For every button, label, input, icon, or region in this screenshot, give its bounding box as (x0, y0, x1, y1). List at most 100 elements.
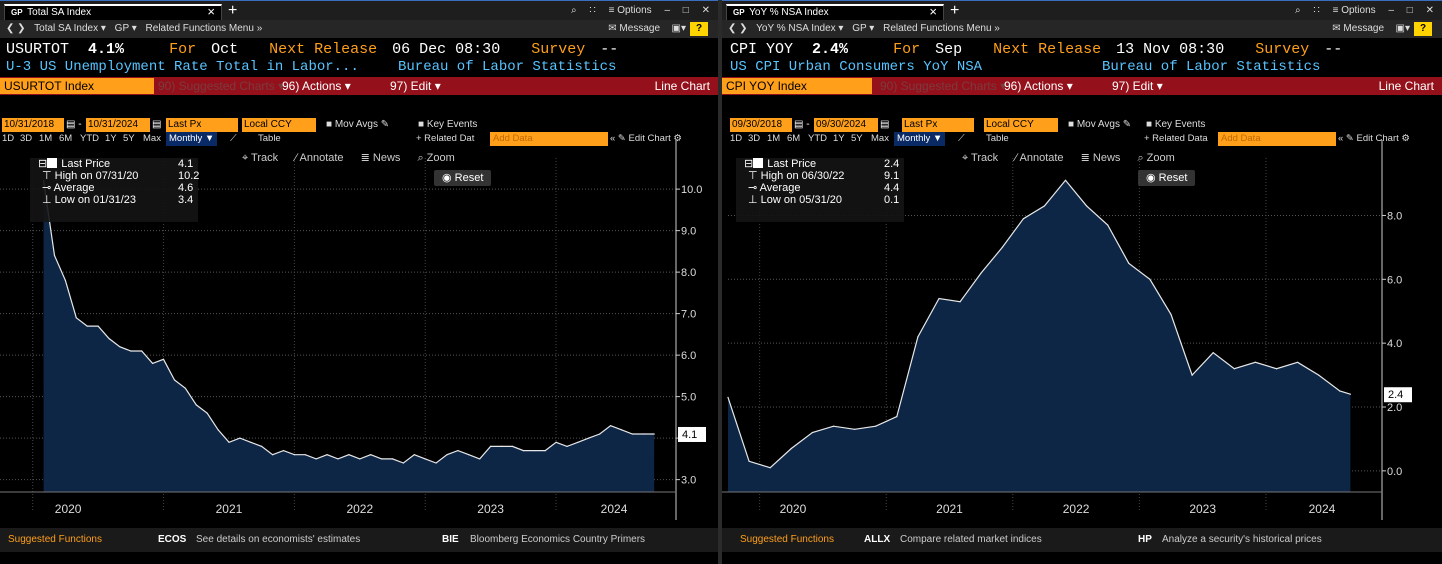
chart-style-icon[interactable]: ⟋ (958, 133, 965, 144)
period-1m[interactable]: 1M (767, 133, 781, 144)
table-toggle[interactable]: Table (986, 133, 1009, 144)
edit-menu[interactable]: 97) Edit ▾ (1112, 79, 1163, 93)
frequency-select[interactable]: Monthly ▼ (166, 132, 218, 146)
function-code-ecos[interactable]: ECOS (158, 534, 187, 545)
related-data-button[interactable]: + Related Data (1144, 133, 1208, 144)
tab-close-icon[interactable]: × (929, 4, 937, 19)
maximize-icon[interactable]: □ (1406, 5, 1413, 16)
close-icon[interactable]: ✕ (1425, 5, 1434, 16)
start-date-input[interactable]: 09/30/2018 (730, 118, 792, 132)
grid-icon[interactable]: ∷ (589, 5, 596, 16)
options-button[interactable]: ≡ Options (1332, 5, 1376, 16)
monitor-icon[interactable]: ▣▾ (1395, 23, 1410, 34)
annotate-tool[interactable]: ∕ Annotate (1015, 152, 1064, 164)
news-tool[interactable]: ≣ News (360, 152, 401, 164)
function-code-hp[interactable]: HP (1138, 534, 1152, 545)
monitor-icon[interactable]: ▣▾ (671, 23, 686, 34)
news-tool[interactable]: ≣ News (1080, 152, 1121, 164)
track-tool[interactable]: ⌖ Track (962, 152, 999, 164)
suggested-charts-menu[interactable]: 90) Suggested Charts ▾ (158, 79, 285, 93)
function-desc[interactable]: Analyze a security's historical prices (1162, 534, 1322, 545)
edit-menu[interactable]: 97) Edit ▾ (390, 79, 441, 93)
period-ytd[interactable]: YTD (808, 133, 827, 144)
edit-chart-button[interactable]: « ✎ Edit Chart ⚙ (1338, 133, 1410, 144)
tab-total-sa-index[interactable]: GP Total SA Index × (4, 4, 222, 21)
chart-style-icon[interactable]: ⟋ (230, 133, 237, 144)
field-select[interactable]: Last Px (166, 118, 238, 132)
function-code-allx[interactable]: ALLX (864, 534, 891, 545)
function-desc[interactable]: See details on economists' estimates (196, 534, 361, 545)
calendar-icon[interactable]: ▤ (880, 119, 890, 130)
period-1y[interactable]: 1Y (105, 133, 117, 144)
calendar-icon[interactable]: ▤ - (794, 119, 810, 130)
grid-icon[interactable]: ∷ (1313, 5, 1320, 16)
new-tab-icon[interactable]: + (950, 2, 960, 19)
calendar-icon[interactable]: ▤ (152, 119, 162, 130)
related-data-button[interactable]: + Related Dat (416, 133, 475, 144)
function-desc[interactable]: Bloomberg Economics Country Primers (470, 534, 646, 545)
mov-avgs-toggle[interactable]: ■ Mov Avgs ✎ (1068, 119, 1132, 130)
message-button[interactable]: ✉ Message (608, 23, 660, 34)
period-3d[interactable]: 3D (20, 133, 33, 144)
currency-select[interactable]: Local CCY (242, 118, 316, 132)
calendar-icon[interactable]: ▤ - (66, 119, 82, 130)
add-data-input[interactable]: Add Data (490, 132, 608, 146)
message-button[interactable]: ✉ Message (1332, 23, 1384, 34)
back-icon[interactable]: ❮ ❯ (6, 23, 26, 34)
nav-gp-menu[interactable]: GP ▾ (114, 23, 137, 34)
nav-related-functions[interactable]: Related Functions Menu » (145, 23, 263, 34)
mov-avgs-toggle[interactable]: ■ Mov Avgs ✎ (326, 119, 390, 130)
reset-button[interactable]: ◉ Reset (1138, 170, 1196, 186)
tab-yoy-nsa-index[interactable]: GP YoY % NSA Index × (726, 4, 944, 21)
annotate-tool[interactable]: ∕ Annotate (295, 152, 344, 164)
field-select[interactable]: Last Px (902, 118, 974, 132)
period-1y[interactable]: 1Y (833, 133, 845, 144)
security-field[interactable]: USURTOT Index (0, 78, 154, 94)
zoom-tool[interactable]: ⌕ Zoom (417, 152, 455, 164)
period-5y[interactable]: 5Y (851, 133, 863, 144)
currency-select[interactable]: Local CCY (984, 118, 1058, 132)
period-6m[interactable]: 6M (787, 133, 801, 144)
track-tool[interactable]: ⌖ Track (242, 152, 279, 164)
start-date-input[interactable]: 10/31/2018 (2, 118, 64, 132)
edit-chart-button[interactable]: « ✎ Edit Chart ⚙ (610, 133, 682, 144)
key-events-toggle[interactable]: ■ Key Events (1146, 119, 1206, 130)
tab-close-icon[interactable]: × (207, 4, 215, 19)
maximize-icon[interactable]: □ (682, 5, 689, 16)
period-3d[interactable]: 3D (748, 133, 761, 144)
nav-security-menu[interactable]: Total SA Index ▾ (34, 23, 106, 34)
nav-security-menu[interactable]: YoY % NSA Index ▾ (756, 23, 844, 34)
close-icon[interactable]: ✕ (701, 5, 710, 16)
suggested-charts-menu[interactable]: 90) Suggested Charts ▾ (880, 79, 1007, 93)
nav-gp-menu[interactable]: GP ▾ (852, 23, 875, 34)
help-button[interactable]: ? (690, 22, 708, 36)
period-1m[interactable]: 1M (39, 133, 53, 144)
end-date-input[interactable]: 09/30/2024 (814, 118, 878, 132)
frequency-select[interactable]: Monthly ▼ (894, 132, 946, 146)
table-toggle[interactable]: Table (258, 133, 281, 144)
key-events-toggle[interactable]: ■ Key Events (418, 119, 478, 130)
minimize-icon[interactable]: – (664, 5, 670, 16)
minimize-icon[interactable]: – (1388, 5, 1394, 16)
period-max[interactable]: Max (143, 133, 161, 144)
period-6m[interactable]: 6M (59, 133, 73, 144)
add-data-input[interactable]: Add Data (1218, 132, 1336, 146)
period-max[interactable]: Max (871, 133, 889, 144)
search-icon[interactable]: ⌕ (1295, 5, 1301, 16)
function-code-bie[interactable]: BIE (442, 534, 459, 545)
search-icon[interactable]: ⌕ (571, 5, 577, 16)
period-1d[interactable]: 1D (2, 133, 15, 144)
function-desc[interactable]: Compare related market indices (900, 534, 1042, 545)
back-icon[interactable]: ❮ ❯ (728, 23, 748, 34)
period-ytd[interactable]: YTD (80, 133, 99, 144)
security-field[interactable]: CPI YOY Index (722, 78, 872, 94)
options-button[interactable]: ≡ Options (608, 5, 652, 16)
nav-related-functions[interactable]: Related Functions Menu » (883, 23, 1000, 34)
help-button[interactable]: ? (1414, 22, 1432, 36)
actions-menu[interactable]: 96) Actions ▾ (282, 79, 351, 93)
zoom-tool[interactable]: ⌕ Zoom (1137, 152, 1175, 164)
actions-menu[interactable]: 96) Actions ▾ (1004, 79, 1073, 93)
period-5y[interactable]: 5Y (123, 133, 135, 144)
end-date-input[interactable]: 10/31/2024 (86, 118, 150, 132)
period-1d[interactable]: 1D (730, 133, 743, 144)
